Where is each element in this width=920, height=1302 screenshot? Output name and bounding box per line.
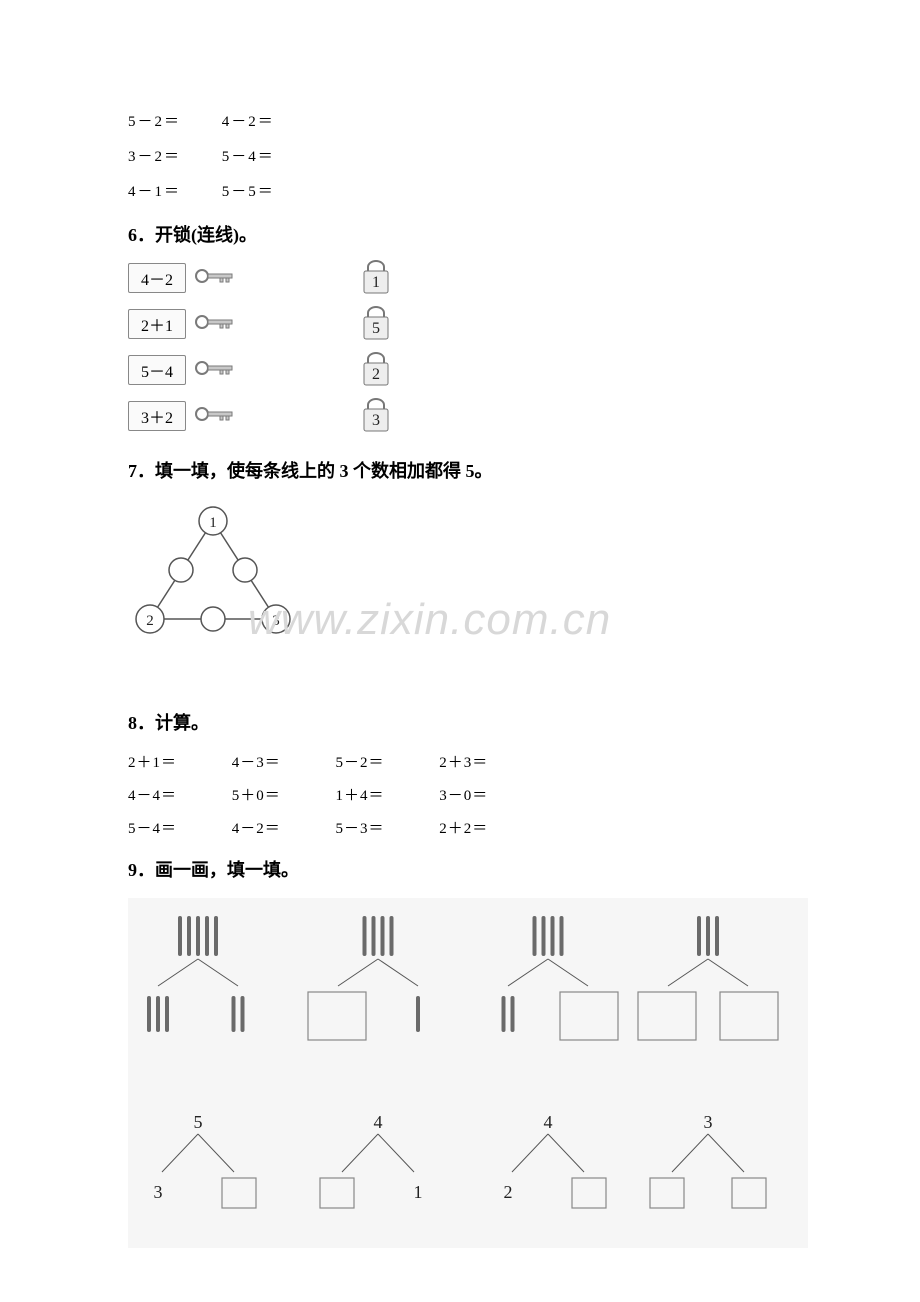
- vertex-label: 1: [209, 515, 217, 531]
- equation-cell: 4－3＝: [232, 751, 332, 772]
- equation-cell: 5－2＝: [128, 110, 216, 131]
- key-item: 2＋1: [128, 309, 238, 339]
- equation-cell: 4－2＝: [222, 110, 310, 131]
- equation-cell: 5＋0＝: [232, 784, 332, 805]
- equation-row: 5－4＝ 4－2＝ 5－3＝ 2＋2＝: [128, 817, 792, 838]
- equation-cell: 2＋3＝: [439, 751, 539, 772]
- equation-cell: 4－2＝: [232, 817, 332, 838]
- equation-cell: 4－4＝: [128, 784, 228, 805]
- equation-row: 4－1＝ 5－5＝: [128, 180, 792, 201]
- watermark: www.zixin.com.cn: [248, 595, 611, 645]
- lock-item: 3: [358, 395, 394, 435]
- lock-number: 2: [372, 366, 380, 383]
- key-label: 4－2: [128, 263, 186, 293]
- key-item: 3＋2: [128, 401, 238, 431]
- equation-cell: 5－5＝: [222, 180, 310, 201]
- lock-item: 1: [358, 257, 394, 297]
- key-label: 2＋1: [128, 309, 186, 339]
- key-icon: [194, 265, 238, 292]
- svg-text:4: 4: [544, 1112, 553, 1132]
- equation-cell: 4－1＝: [128, 180, 216, 201]
- svg-text:1: 1: [414, 1182, 423, 1202]
- equation-row: 5－2＝ 4－2＝: [128, 110, 792, 131]
- equation-cell: 5－4＝: [128, 817, 228, 838]
- equation-cell: 2＋1＝: [128, 751, 228, 772]
- equation-list-top: 5－2＝ 4－2＝ 3－2＝ 5－4＝ 4－1＝ 5－5＝: [128, 110, 792, 201]
- key-item: 5－4: [128, 355, 238, 385]
- equation-row: 3－2＝ 5－4＝: [128, 145, 792, 166]
- equation-cell: 3－0＝: [439, 784, 539, 805]
- equation-cell: 1＋4＝: [336, 784, 436, 805]
- key-label: 5－4: [128, 355, 186, 385]
- q7-diagram: 1 2 3 www.zixin.com.cn: [128, 499, 298, 649]
- lock-number: 3: [372, 412, 380, 429]
- page: 5－2＝ 4－2＝ 3－2＝ 5－4＝ 4－1＝ 5－5＝ 6．开锁(连线)。 …: [0, 0, 920, 1288]
- equation-row: 4－4＝ 5＋0＝ 1＋4＝ 3－0＝: [128, 784, 792, 805]
- lock-item: 2: [358, 349, 394, 389]
- q9-heading: 9．画一画，填一填。: [128, 856, 792, 882]
- equation-cell: 5－2＝: [336, 751, 436, 772]
- q8-heading: 8．计算。: [128, 709, 792, 735]
- svg-text:3: 3: [154, 1182, 163, 1202]
- lock-number: 5: [372, 320, 380, 337]
- q9-diagram: 5 3 4 1 4 2 3: [128, 898, 808, 1248]
- key-icon: [194, 311, 238, 338]
- svg-text:4: 4: [374, 1112, 383, 1132]
- equation-cell: 5－4＝: [222, 145, 310, 166]
- equation-cell: 3－2＝: [128, 145, 216, 166]
- key-label: 3＋2: [128, 401, 186, 431]
- lock-item: 5: [358, 303, 394, 343]
- lock-number: 1: [372, 274, 380, 291]
- svg-text:2: 2: [504, 1182, 513, 1202]
- key-item: 4－2: [128, 263, 238, 293]
- equation-row: 2＋1＝ 4－3＝ 5－2＝ 2＋3＝: [128, 751, 792, 772]
- q7-heading: 7．填一填，使每条线上的 3 个数相加都得 5。: [128, 457, 792, 483]
- key-icon: [194, 357, 238, 384]
- equation-cell: 5－3＝: [336, 817, 436, 838]
- equation-cell: 2＋2＝: [439, 817, 539, 838]
- svg-text:3: 3: [704, 1112, 713, 1132]
- key-icon: [194, 403, 238, 430]
- svg-text:5: 5: [194, 1112, 203, 1132]
- q6-diagram: 4－2 2＋1 5－4 3＋2: [128, 263, 792, 443]
- q6-heading: 6．开锁(连线)。: [128, 221, 792, 247]
- vertex-label: 2: [146, 613, 154, 629]
- q8-grid: 2＋1＝ 4－3＝ 5－2＝ 2＋3＝ 4－4＝ 5＋0＝ 1＋4＝ 3－0＝ …: [128, 751, 792, 838]
